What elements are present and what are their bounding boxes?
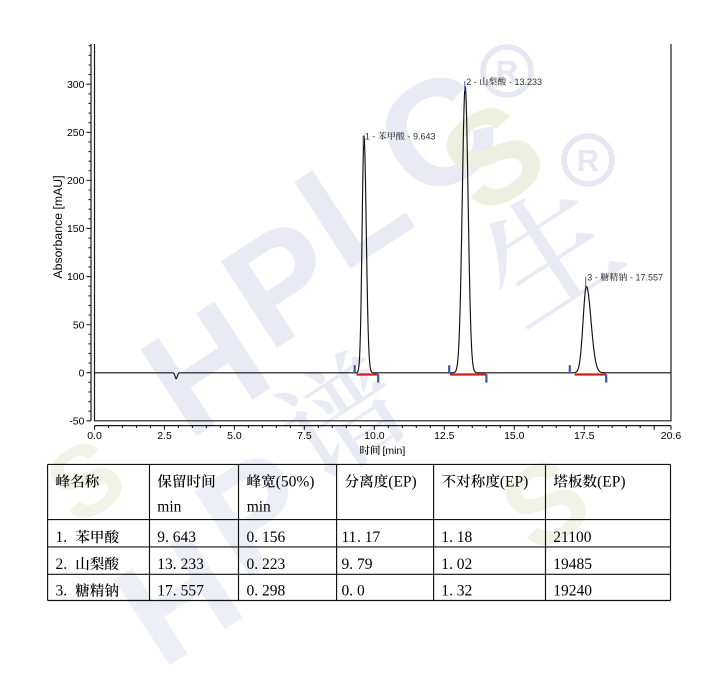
svg-text:.: . (254, 556, 258, 573)
svg-text:21100: 21100 (553, 529, 591, 546)
svg-text:0: 0 (247, 556, 255, 573)
svg-text:9: 9 (342, 556, 350, 573)
svg-text:18: 18 (457, 529, 473, 546)
svg-text:(EP): (EP) (388, 474, 416, 491)
svg-text:20.6: 20.6 (661, 430, 682, 442)
svg-text:.: . (63, 556, 67, 573)
svg-text:min: min (157, 499, 181, 516)
svg-text:-50: -50 (69, 416, 84, 428)
svg-text:13.233: 13.233 (515, 77, 543, 87)
svg-text:0: 0 (247, 529, 255, 546)
svg-text:11: 11 (342, 529, 357, 546)
svg-text:0: 0 (79, 367, 85, 379)
svg-text:2.5: 2.5 (157, 430, 172, 442)
svg-text:0: 0 (342, 583, 350, 600)
svg-text:-: - (372, 131, 375, 141)
svg-text:0: 0 (357, 583, 365, 600)
svg-text:13: 13 (157, 556, 173, 573)
svg-text:.: . (63, 529, 67, 546)
svg-text:0: 0 (247, 583, 255, 600)
svg-text:.: . (349, 556, 353, 573)
svg-text:1: 1 (365, 131, 370, 141)
svg-text:233: 233 (181, 556, 205, 573)
svg-text:223: 223 (262, 556, 286, 573)
svg-text:17.5: 17.5 (574, 430, 595, 442)
svg-text:1: 1 (56, 529, 64, 546)
svg-text:3: 3 (56, 583, 64, 600)
svg-text:-: - (630, 272, 633, 282)
svg-text:9: 9 (157, 529, 165, 546)
svg-text:10.0: 10.0 (364, 430, 385, 442)
svg-text:min: min (247, 499, 271, 516)
svg-text:79: 79 (357, 556, 373, 573)
svg-text:-: - (407, 131, 410, 141)
svg-text:1: 1 (441, 556, 449, 573)
svg-text:.: . (165, 529, 169, 546)
svg-text:02: 02 (457, 556, 473, 573)
svg-text:32: 32 (457, 583, 473, 600)
svg-text:(50%): (50%) (276, 474, 315, 491)
svg-text:R: R (577, 143, 599, 178)
svg-text:7.5: 7.5 (297, 430, 312, 442)
svg-text:.: . (449, 583, 453, 600)
svg-text:557: 557 (181, 583, 205, 600)
svg-text:156: 156 (262, 529, 286, 546)
svg-text:150: 150 (67, 223, 85, 235)
svg-text:3: 3 (587, 272, 592, 282)
svg-text:2: 2 (56, 556, 64, 573)
svg-text:Absorbance [mAU]: Absorbance [mAU] (51, 175, 65, 278)
svg-text:.: . (173, 583, 177, 600)
svg-text:19485: 19485 (553, 556, 592, 573)
svg-text:[min]: [min] (383, 445, 406, 457)
svg-text:.: . (173, 556, 177, 573)
svg-text:.: . (449, 556, 453, 573)
svg-text:5.0: 5.0 (227, 430, 242, 442)
svg-text:-: - (509, 77, 512, 87)
svg-text:17: 17 (365, 529, 381, 546)
svg-text:.: . (254, 583, 258, 600)
svg-text:298: 298 (262, 583, 286, 600)
svg-text:-: - (474, 77, 477, 87)
svg-text:.: . (449, 529, 453, 546)
svg-text:300: 300 (67, 79, 85, 91)
svg-text:2: 2 (466, 77, 471, 87)
svg-text:50: 50 (73, 319, 85, 331)
svg-text:(EP): (EP) (500, 474, 528, 491)
svg-text:0.0: 0.0 (87, 430, 102, 442)
svg-text:17: 17 (157, 583, 173, 600)
svg-text:.: . (349, 583, 353, 600)
svg-text:250: 250 (67, 127, 85, 139)
svg-text:12.5: 12.5 (434, 430, 455, 442)
svg-text:15.0: 15.0 (504, 430, 525, 442)
svg-text:.: . (357, 529, 361, 546)
svg-text:(EP): (EP) (597, 474, 625, 491)
svg-text:1: 1 (441, 529, 449, 546)
svg-text:100: 100 (67, 271, 85, 283)
svg-text:17.557: 17.557 (636, 272, 664, 282)
svg-text:1: 1 (441, 583, 449, 600)
svg-text:.: . (63, 583, 67, 600)
svg-text:19240: 19240 (553, 583, 592, 600)
svg-text:.: . (254, 529, 258, 546)
svg-text:9.643: 9.643 (413, 131, 436, 141)
svg-text:643: 643 (173, 529, 197, 546)
svg-text:S: S (27, 416, 144, 546)
svg-text:200: 200 (67, 175, 85, 187)
svg-text:R: R (496, 54, 518, 89)
svg-text:-: - (595, 272, 598, 282)
